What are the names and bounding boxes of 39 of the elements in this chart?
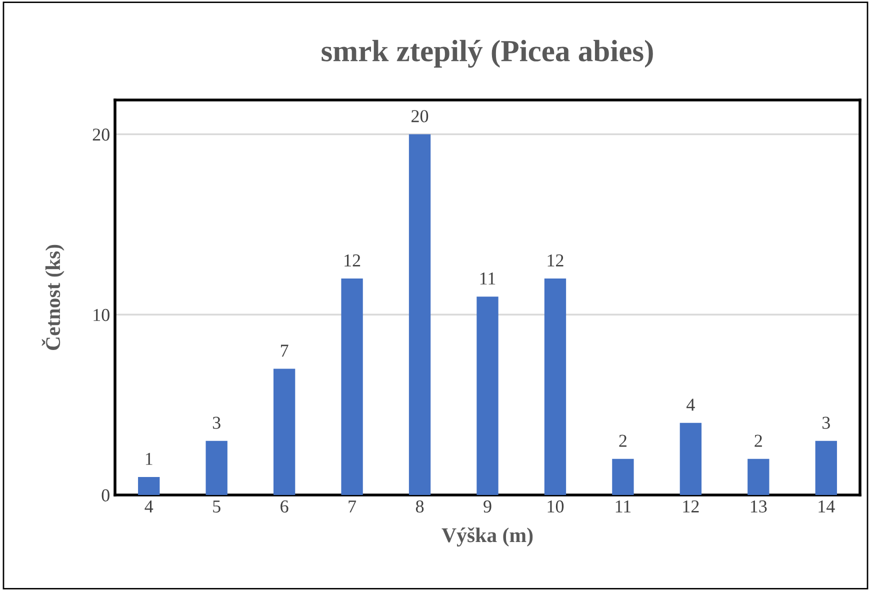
bar [815, 440, 837, 495]
data-label: 20 [412, 110, 428, 122]
y-axis-title: Četnost (ks) [42, 244, 64, 350]
x-tick-label: 13 [750, 500, 767, 513]
bar [748, 458, 770, 495]
data-label: 3 [212, 416, 220, 429]
data-label: 1 [146, 452, 152, 465]
bar [138, 476, 160, 495]
bar [612, 458, 634, 495]
data-label: 2 [619, 434, 626, 447]
data-label: 4 [686, 398, 695, 411]
x-tick-label: 10 [548, 500, 564, 513]
data-label: 3 [822, 416, 830, 429]
data-label: 12 [548, 254, 564, 266]
data-label: 7 [280, 344, 288, 357]
x-axis-title: Výška (m) [442, 527, 533, 547]
y-tick-label: 10 [94, 308, 110, 322]
bar [544, 278, 566, 495]
x-tick-label: 14 [818, 500, 835, 512]
y-tick-label: 20 [92, 128, 110, 141]
data-label: 11 [480, 272, 496, 284]
chart-title: smrk ztepilý (Picea abies) [322, 40, 653, 68]
bar [476, 296, 498, 495]
bar [408, 134, 431, 495]
bar [273, 368, 296, 495]
x-tick-label: 6 [280, 500, 288, 513]
x-tick-label: 4 [144, 500, 154, 512]
data-label: 2 [754, 434, 762, 447]
x-tick-label: 8 [416, 500, 424, 513]
data-label: 12 [344, 254, 360, 266]
x-tick-label: 7 [348, 500, 356, 512]
x-tick-label: 5 [213, 500, 220, 513]
y-tick-label: 0 [102, 489, 110, 502]
bar [680, 422, 702, 495]
x-tick-label: 9 [484, 500, 492, 513]
x-tick-label: 12 [683, 500, 699, 512]
x-tick-label: 11 [616, 500, 631, 512]
bar [206, 440, 228, 495]
bar [341, 278, 363, 495]
